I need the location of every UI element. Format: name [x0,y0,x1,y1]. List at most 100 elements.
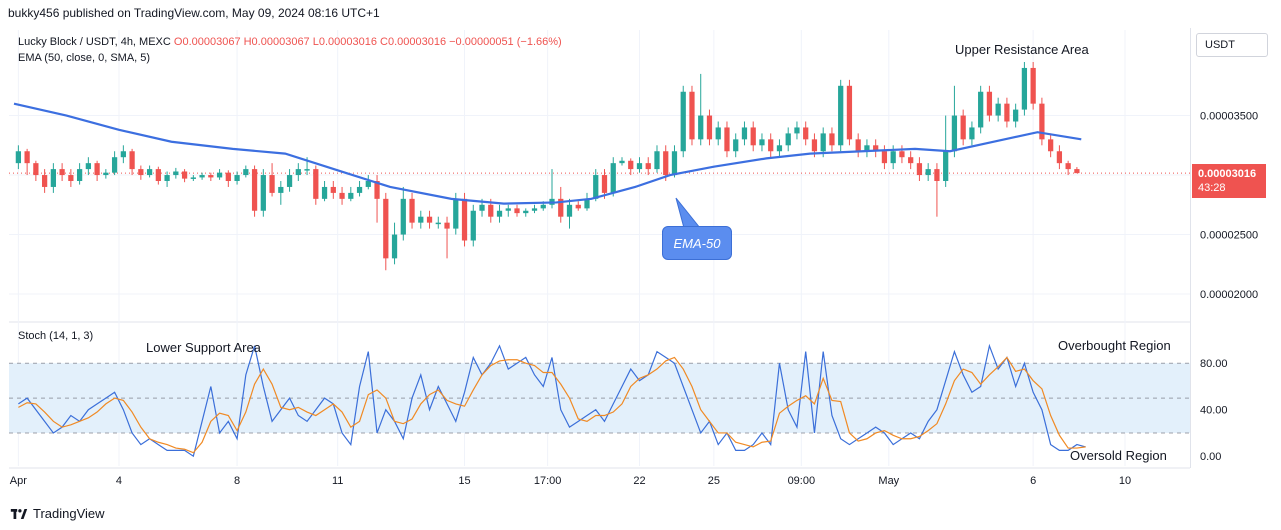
ema-callout: EMA-50 [662,226,732,260]
currency-button[interactable]: USDT [1196,33,1268,57]
candle-body [505,208,511,211]
candle-body [1004,103,1010,122]
price-tick-label: 0.00003500 [1200,111,1258,123]
candle-body [313,169,319,199]
candle-body [829,133,835,146]
candle-body [558,198,564,217]
time-tick-label: 25 [708,475,720,487]
candle-body [120,151,126,158]
candle-body [216,172,223,178]
candle-body [881,151,888,164]
candle-body [811,139,818,152]
oversold-label: Oversold Region [1070,448,1167,463]
candle-body [15,151,21,164]
candle-body [750,127,756,146]
time-tick-label: 4 [116,475,122,487]
candle-body [243,169,249,176]
candle-body [741,127,748,140]
candle-body [496,210,503,217]
time-tick-label: 10 [1119,475,1131,487]
candle-body [453,198,459,229]
stoch-tick-label: 40.00 [1200,405,1228,417]
candle-body [619,160,625,164]
candle-body [251,169,258,211]
upper-resistance-label: Upper Resistance Area [955,42,1089,57]
candle-body [190,177,196,179]
price-tick-label: 0.00002000 [1200,289,1258,301]
candle-body [864,145,870,152]
tradingview-logo-icon [10,508,28,519]
time-tick-label: 22 [633,475,645,487]
candle-body [934,169,940,181]
candle-body [584,198,590,209]
candle-body [1013,109,1019,122]
stoch-tick-label: 80.00 [1200,358,1228,370]
candle-body [488,204,494,217]
candle-body [1021,67,1028,110]
candle-body [986,91,993,116]
candle-body [671,151,678,176]
candle-body [680,91,686,152]
stoch-tick-label: 0.00 [1200,451,1221,463]
candle-body [1039,103,1045,140]
candle-body [943,151,949,181]
ema-callout-pointer [675,197,702,229]
candle-body [759,139,765,146]
candle-body [715,127,721,140]
time-tick-label: 17:00 [534,475,562,487]
time-tick-label: 11 [332,475,343,487]
candle-body [155,169,161,181]
candle-body [435,222,441,225]
candle-body [733,139,739,152]
candle-body [610,163,616,193]
candle-body [995,103,1001,116]
candle-body [33,163,39,176]
candle-body [138,169,144,176]
candle-body [348,192,354,199]
candle-body [444,222,450,229]
candle-body [645,163,651,170]
candle-body [94,163,100,176]
candle-body [356,186,363,193]
candle-body [76,169,83,181]
candle-body [339,192,345,199]
candle-body [855,139,861,152]
candle-body [164,175,170,181]
candle-body [146,169,153,176]
candle-body [103,172,109,176]
candle-body [208,175,214,178]
candle-body [374,181,380,199]
candle-body [418,216,424,223]
candle-body [304,169,310,171]
candle-body [278,186,284,193]
price-tick-label: 0.00002500 [1200,230,1258,242]
candle-body [689,91,695,140]
candle-body [409,198,415,223]
candle-body [383,198,389,259]
candle-body [234,175,240,181]
time-tick-label: 8 [234,475,240,487]
candle-body [768,139,774,152]
candle-body [706,115,713,140]
candle-body [803,127,809,140]
candle-body [846,85,853,140]
candle-body [400,198,406,235]
candle-body [514,208,520,214]
candle-body [321,186,328,199]
candle-body [523,210,529,214]
candle-body [391,234,398,259]
tradingview-logo[interactable]: TradingView [10,506,105,521]
candle-body [873,145,879,152]
candle-body [593,175,599,199]
candle-body [295,169,301,176]
symbol-legend: Lucky Block / USDT, 4h, MEXC O0.00003067… [18,36,562,48]
stoch-line-d [18,356,1086,454]
candle-body [41,175,48,187]
symbol-title: Lucky Block / USDT, 4h, MEXC [18,36,171,48]
candle-body [566,204,573,217]
candle-body [951,115,958,152]
candle-body [540,204,546,209]
candle-body [225,172,231,181]
candle-body [181,171,188,179]
